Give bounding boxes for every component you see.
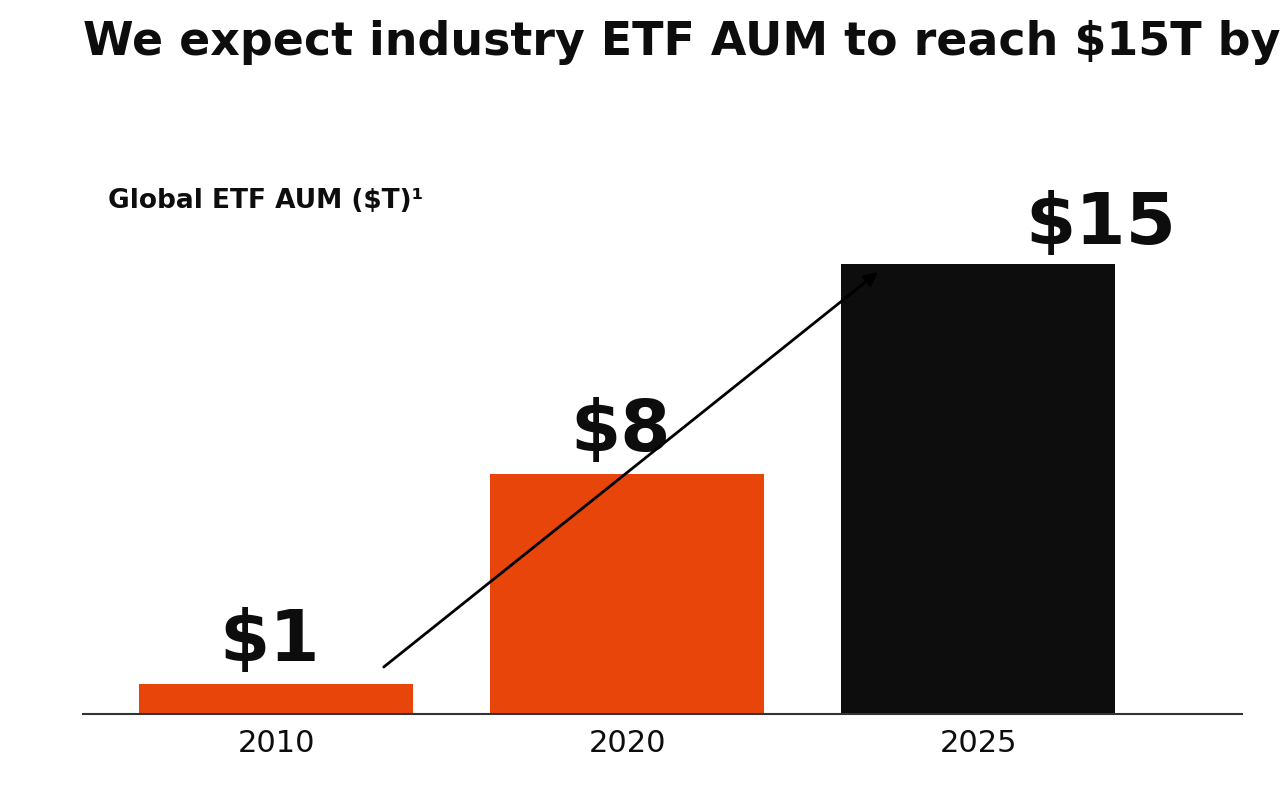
Bar	[841, 265, 1115, 714]
Text: $8: $8	[570, 397, 671, 465]
Text: $15: $15	[1025, 190, 1176, 259]
Text: $1: $1	[219, 606, 320, 675]
Bar	[490, 475, 764, 714]
Text: We expect industry ETF AUM to reach $15T by 2025: We expect industry ETF AUM to reach $15T…	[83, 20, 1280, 65]
Text: Global ETF AUM ($T)¹: Global ETF AUM ($T)¹	[108, 188, 422, 213]
Bar	[140, 684, 413, 714]
